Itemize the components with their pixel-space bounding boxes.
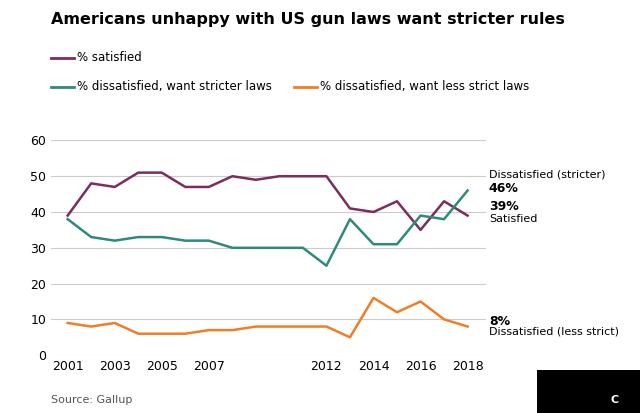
Text: Dissatisfied (less strict): Dissatisfied (less strict) bbox=[489, 327, 619, 337]
Text: 39%: 39% bbox=[489, 200, 518, 213]
Text: 46%: 46% bbox=[489, 182, 518, 195]
Text: B: B bbox=[561, 395, 570, 405]
Text: Americans unhappy with US gun laws want stricter rules: Americans unhappy with US gun laws want … bbox=[51, 12, 565, 27]
Text: % satisfied: % satisfied bbox=[77, 51, 141, 64]
Text: Dissatisfied (stricter): Dissatisfied (stricter) bbox=[489, 169, 605, 179]
Text: Satisfied: Satisfied bbox=[489, 214, 537, 224]
Text: C: C bbox=[611, 395, 618, 405]
Text: B: B bbox=[586, 395, 595, 405]
Text: Source: Gallup: Source: Gallup bbox=[51, 395, 132, 405]
Text: 8%: 8% bbox=[489, 315, 510, 328]
Text: % dissatisfied, want stricter laws: % dissatisfied, want stricter laws bbox=[77, 80, 271, 93]
Text: % dissatisfied, want less strict laws: % dissatisfied, want less strict laws bbox=[320, 80, 529, 93]
